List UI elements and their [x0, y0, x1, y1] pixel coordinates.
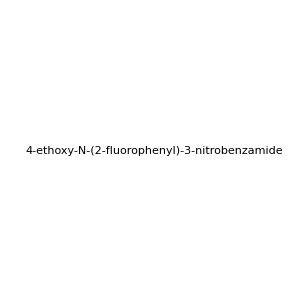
Text: 4-ethoxy-N-(2-fluorophenyl)-3-nitrobenzamide: 4-ethoxy-N-(2-fluorophenyl)-3-nitrobenza… — [25, 146, 283, 157]
